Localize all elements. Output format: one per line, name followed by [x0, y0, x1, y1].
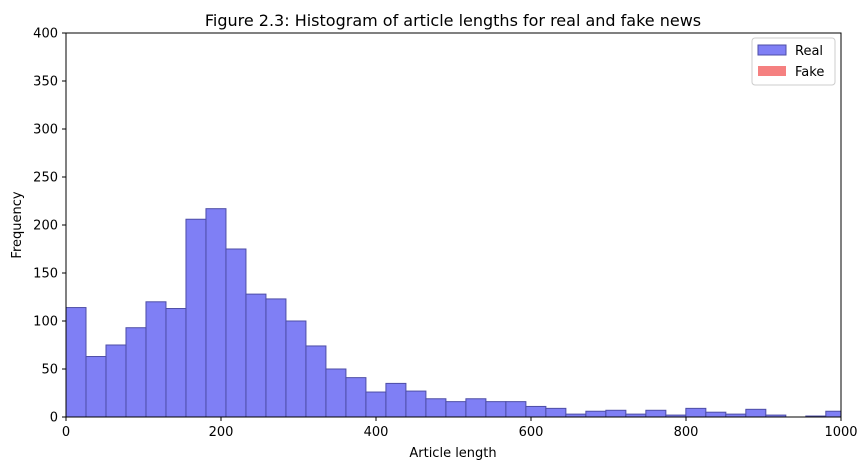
- y-tick-label: 0: [50, 411, 58, 426]
- histogram-bar: [85, 356, 107, 418]
- histogram-bar: [145, 301, 167, 418]
- y-tick-label: 250: [33, 171, 58, 186]
- histogram-bar: [185, 218, 207, 418]
- histogram-bar: [465, 398, 487, 418]
- histogram-bar: [405, 390, 427, 418]
- legend-swatch-real: [757, 44, 787, 56]
- histogram-bar: [505, 401, 527, 418]
- histogram-bar: [825, 410, 842, 418]
- histogram-bar: [325, 368, 347, 418]
- x-tick-label: 0: [62, 425, 70, 440]
- histogram-bar: [105, 344, 127, 418]
- x-tick-label: 600: [519, 425, 544, 440]
- legend-swatch-fake: [758, 66, 786, 76]
- y-tick-label: 350: [33, 75, 58, 90]
- plot-frame: [65, 32, 842, 418]
- y-tick-label: 300: [33, 123, 58, 138]
- histogram-bar: [605, 409, 627, 418]
- histogram-bar: [345, 377, 367, 418]
- y-tick-label: 150: [33, 267, 58, 282]
- legend-label-real: Real: [795, 44, 823, 59]
- histogram-bar: [745, 408, 767, 418]
- chart-title: Figure 2.3: Histogram of article lengths…: [205, 11, 701, 30]
- y-tick-label: 400: [33, 27, 58, 42]
- histogram-bar: [305, 345, 327, 418]
- histogram-bar: [285, 320, 307, 418]
- x-tick-label: 400: [364, 425, 389, 440]
- histogram-bar: [485, 401, 507, 418]
- y-tick-label: 50: [41, 363, 58, 378]
- histogram-bar: [525, 405, 547, 418]
- x-tick-label: 1000: [824, 425, 857, 440]
- histogram-bar: [65, 307, 87, 418]
- histogram-bar: [265, 298, 287, 418]
- histogram-bar: [385, 382, 407, 418]
- x-axis-ticks: 0 200 400 600 800 1000: [62, 417, 858, 440]
- histogram-bar: [445, 401, 467, 418]
- histogram-bar: [245, 293, 267, 418]
- histogram-bar: [685, 407, 707, 418]
- histogram-bar: [425, 398, 447, 418]
- legend-label-fake: Fake: [795, 65, 824, 80]
- histogram-bar: [585, 410, 607, 418]
- x-axis-label: Article length: [409, 446, 496, 461]
- legend: Real Fake: [751, 37, 836, 86]
- y-tick-label: 200: [33, 219, 58, 234]
- histogram-bar: [225, 248, 247, 418]
- histogram-bar: [645, 409, 667, 418]
- x-tick-label: 200: [209, 425, 234, 440]
- histogram-bar: [125, 327, 147, 418]
- x-tick-label: 800: [674, 425, 699, 440]
- histogram-bar: [165, 308, 187, 418]
- y-tick-label: 100: [33, 315, 58, 330]
- y-axis-ticks: 0 50 100 150 200 250 300 350 400: [33, 27, 66, 426]
- y-axis-label: Frequency: [10, 191, 25, 258]
- histogram-bar: [365, 391, 387, 418]
- histogram-bar: [545, 407, 567, 418]
- bars-group: [65, 208, 842, 418]
- histogram-bar: [205, 208, 227, 418]
- histogram-bar: [705, 411, 727, 418]
